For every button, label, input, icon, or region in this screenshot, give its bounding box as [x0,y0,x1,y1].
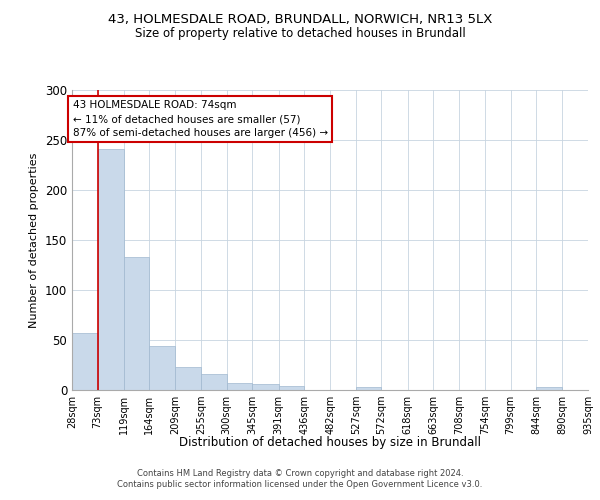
Bar [536,387,562,390]
Text: Size of property relative to detached houses in Brundall: Size of property relative to detached ho… [134,28,466,40]
Bar [98,149,124,390]
Bar [124,257,149,390]
Text: Contains public sector information licensed under the Open Government Licence v3: Contains public sector information licen… [118,480,482,489]
Text: Contains HM Land Registry data © Crown copyright and database right 2024.: Contains HM Land Registry data © Crown c… [137,468,463,477]
Bar [175,367,201,390]
Bar [253,384,278,390]
Bar [72,333,98,390]
Bar [149,346,175,390]
Text: Distribution of detached houses by size in Brundall: Distribution of detached houses by size … [179,436,481,449]
Bar [201,374,227,390]
Bar [356,387,382,390]
Y-axis label: Number of detached properties: Number of detached properties [29,152,40,328]
Text: 43 HOLMESDALE ROAD: 74sqm
← 11% of detached houses are smaller (57)
87% of semi-: 43 HOLMESDALE ROAD: 74sqm ← 11% of detac… [73,100,328,138]
Bar [278,386,304,390]
Bar [227,383,253,390]
Text: 43, HOLMESDALE ROAD, BRUNDALL, NORWICH, NR13 5LX: 43, HOLMESDALE ROAD, BRUNDALL, NORWICH, … [108,12,492,26]
